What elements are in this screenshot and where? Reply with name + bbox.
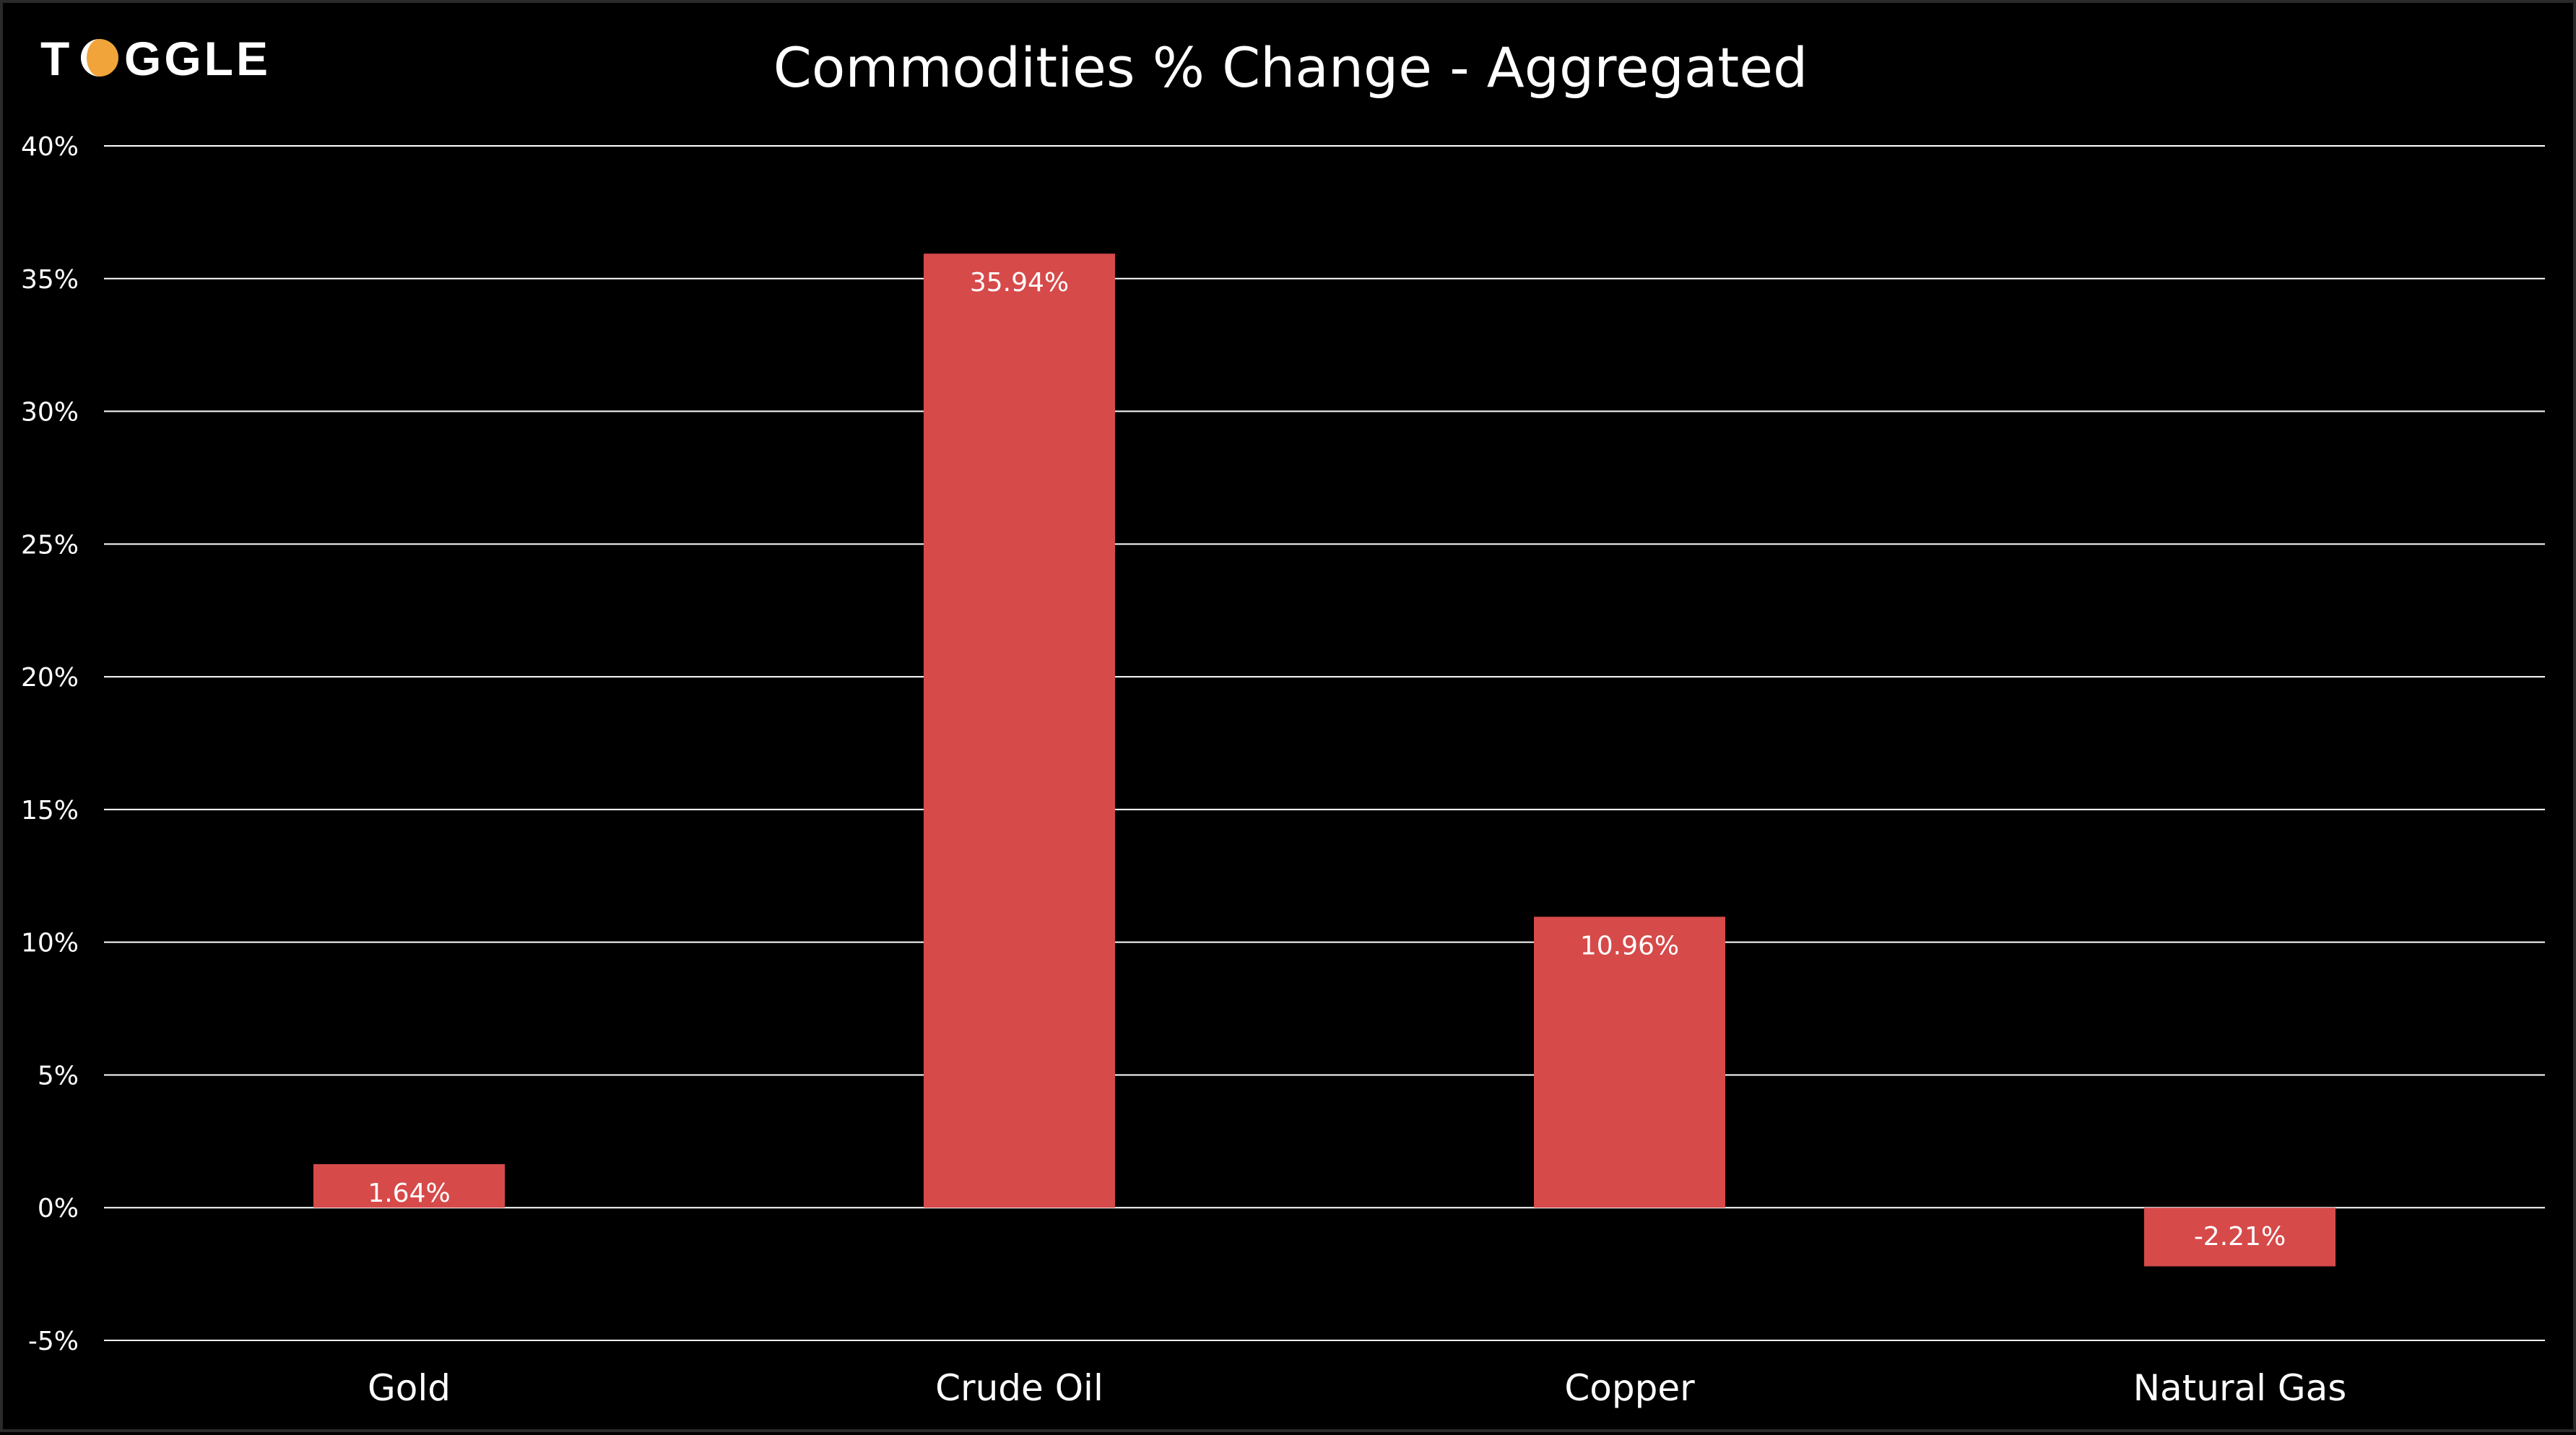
- gridlines: [104, 145, 2545, 1341]
- y-tick-label: -5%: [28, 1327, 79, 1356]
- y-tick-label: 5%: [38, 1061, 79, 1091]
- y-tick-label: 30%: [21, 398, 79, 428]
- bar: [1534, 916, 1725, 1208]
- bar: [924, 253, 1115, 1208]
- toggle-logo: T GGLE: [40, 32, 271, 85]
- x-tick-label: Gold: [368, 1367, 451, 1409]
- svg-text:T: T: [40, 32, 69, 85]
- y-tick-label: 20%: [21, 663, 79, 693]
- y-tick-label: 0%: [38, 1194, 79, 1223]
- y-tick-label: 40%: [21, 132, 79, 162]
- y-axis: -5% 0% 5% 10% 15% 20% 25% 30% 35% 40%: [21, 132, 79, 1356]
- x-tick-label: Natural Gas: [2133, 1367, 2347, 1409]
- bars: 1.64% 35.94% 10.96% -2.21%: [313, 253, 2336, 1267]
- x-tick-label: Crude Oil: [935, 1367, 1103, 1409]
- svg-text:GGLE: GGLE: [124, 32, 271, 85]
- y-tick-label: 15%: [21, 796, 79, 825]
- y-tick-label: 35%: [21, 265, 79, 295]
- data-label: 1.64%: [368, 1179, 450, 1208]
- bar: [313, 1163, 505, 1208]
- y-tick-label: 10%: [21, 929, 79, 958]
- x-tick-label: Copper: [1564, 1367, 1695, 1409]
- chart-title: Commodities % Change - Aggregated: [773, 35, 1808, 100]
- y-tick-label: 25%: [21, 530, 79, 560]
- x-axis: Gold Crude Oil Copper Natural Gas: [368, 1367, 2346, 1409]
- data-label: 10.96%: [1580, 931, 1679, 961]
- bar: [2144, 1208, 2336, 1267]
- data-label: 35.94%: [970, 268, 1069, 298]
- bar-chart: Commodities % Change - Aggregated -5% 0% 5…: [21, 35, 2545, 1409]
- data-label: -2.21%: [2194, 1222, 2286, 1252]
